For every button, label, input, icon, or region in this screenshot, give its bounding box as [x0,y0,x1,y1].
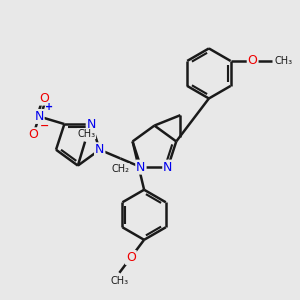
Text: O: O [126,251,136,264]
Text: CH₃: CH₃ [77,129,96,139]
Text: O: O [248,54,258,68]
Text: N: N [87,118,96,130]
Text: CH₃: CH₃ [275,56,293,66]
Text: CH₂: CH₂ [111,164,129,174]
Text: N: N [95,143,104,156]
Text: N: N [34,110,44,123]
Text: CH₃: CH₃ [110,276,128,286]
Text: O: O [40,92,50,105]
Text: O: O [28,128,38,141]
Text: N: N [163,160,172,174]
Text: N: N [136,160,146,174]
Text: +: + [46,102,54,112]
Text: −: − [39,121,49,131]
